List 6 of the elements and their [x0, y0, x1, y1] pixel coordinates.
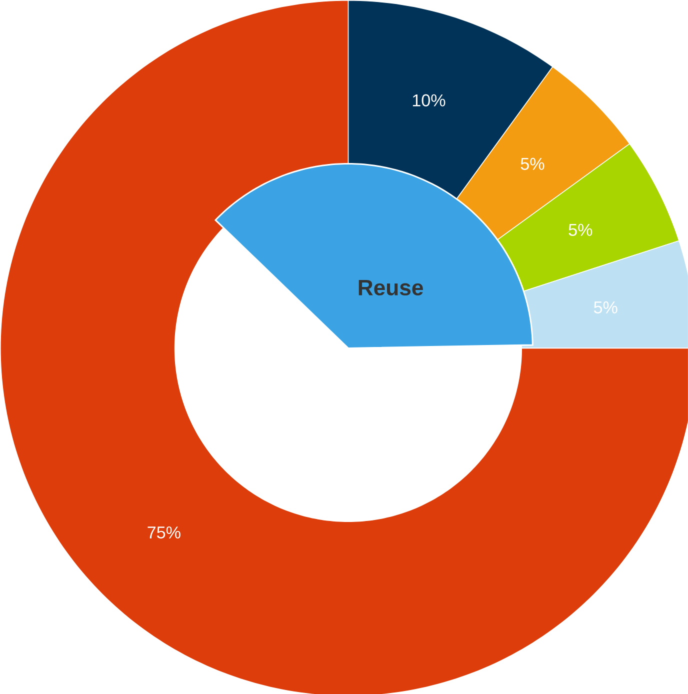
- data-label: 5%: [520, 158, 544, 170]
- data-label: 10%: [412, 94, 446, 106]
- text: Reuse: [358, 280, 423, 296]
- data-label: 5%: [568, 224, 592, 236]
- data-label: 75%: [148, 526, 180, 538]
- data-label: 5%: [594, 301, 618, 314]
